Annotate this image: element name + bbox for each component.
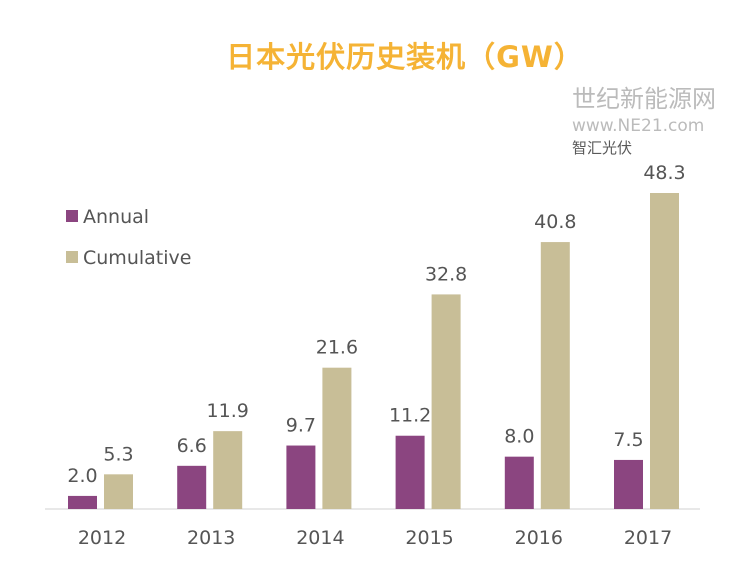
bar-cumulative: [213, 431, 243, 509]
x-tick-label: 2017: [624, 527, 672, 549]
bar-annual: [68, 495, 97, 509]
bar-cumulative: [650, 193, 679, 509]
x-tick-label: 2015: [405, 527, 453, 549]
data-label-annual: 6.6: [177, 435, 207, 457]
bar-cumulative: [104, 474, 133, 509]
legend-label-cumulative: Cumulative: [83, 247, 191, 269]
data-label-annual: 11.2: [389, 405, 431, 427]
bar-cumulative: [322, 367, 352, 509]
chart-title: 日本光伏历史装机（GW）: [226, 40, 584, 74]
watermark-account: 智汇光伏: [572, 139, 633, 157]
x-tick-label: 2012: [78, 527, 126, 549]
bar-annual: [286, 445, 316, 509]
bar-annual: [177, 465, 207, 509]
legend-swatch-cumulative: [66, 251, 78, 263]
data-label-annual: 2.0: [67, 465, 97, 487]
bar-cumulative: [431, 294, 461, 509]
data-label-annual: 7.5: [613, 429, 643, 451]
bar-annual: [395, 435, 425, 509]
bar-annual: [504, 456, 534, 509]
data-label-annual: 8.0: [504, 426, 534, 448]
data-label-cumulative: 5.3: [103, 443, 133, 465]
watermark-url: www.NE21.com: [572, 116, 705, 136]
watermark-site-name: 世纪新能源网: [572, 85, 716, 113]
legend-swatch-annual: [66, 210, 78, 222]
data-label-cumulative: 40.8: [534, 211, 576, 233]
bar-annual: [614, 459, 643, 509]
legend-label-annual: Annual: [83, 206, 149, 228]
x-tick-label: 2016: [515, 527, 563, 549]
x-tick-label: 2013: [187, 527, 235, 549]
data-label-cumulative: 21.6: [316, 337, 358, 359]
bar-cumulative: [540, 242, 570, 509]
data-label-cumulative: 11.9: [207, 400, 249, 422]
data-label-cumulative: 32.8: [425, 263, 467, 285]
data-label-cumulative: 48.3: [643, 162, 685, 184]
x-tick-label: 2014: [296, 527, 344, 549]
data-label-annual: 9.7: [286, 415, 316, 437]
